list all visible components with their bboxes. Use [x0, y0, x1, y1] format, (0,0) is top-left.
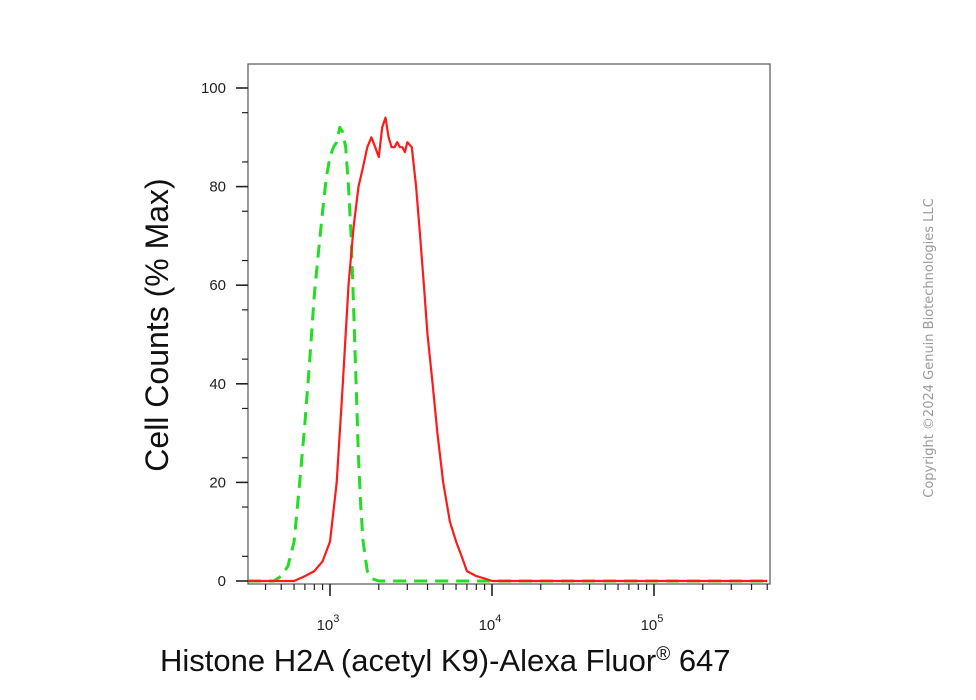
x-axis-label-suffix: 647	[670, 643, 730, 678]
histogram-curves	[248, 116, 768, 583]
y-tick-label: 40	[209, 376, 226, 393]
x-axis-label-mark: ®	[656, 644, 670, 665]
copyright-notice: Copyright ©2024 Genuin Biotechnologies L…	[922, 198, 937, 497]
x-tick-label: 104	[479, 613, 502, 634]
y-tick-label: 60	[209, 277, 226, 294]
y-tick-label: 20	[209, 474, 226, 491]
y-tick-label: 0	[218, 573, 226, 590]
axes: 0 20 40 60 80 100 103 104 105	[201, 80, 768, 634]
x-axis-label: Histone H2A (acetyl K9)-Alexa Fluor® 647	[160, 643, 731, 678]
y-axis-label: Cell Counts (% Max)	[139, 178, 175, 471]
series-line-1	[248, 125, 768, 583]
x-tick-label: 105	[641, 613, 664, 634]
plot-frame	[247, 63, 771, 585]
x-tick-label: 103	[317, 613, 340, 634]
series-line-2	[248, 116, 768, 583]
x-axis-label-main: Histone H2A (acetyl K9)-Alexa Fluor	[160, 643, 656, 678]
y-tick-label: 100	[201, 80, 226, 97]
y-tick-label: 80	[209, 179, 226, 196]
